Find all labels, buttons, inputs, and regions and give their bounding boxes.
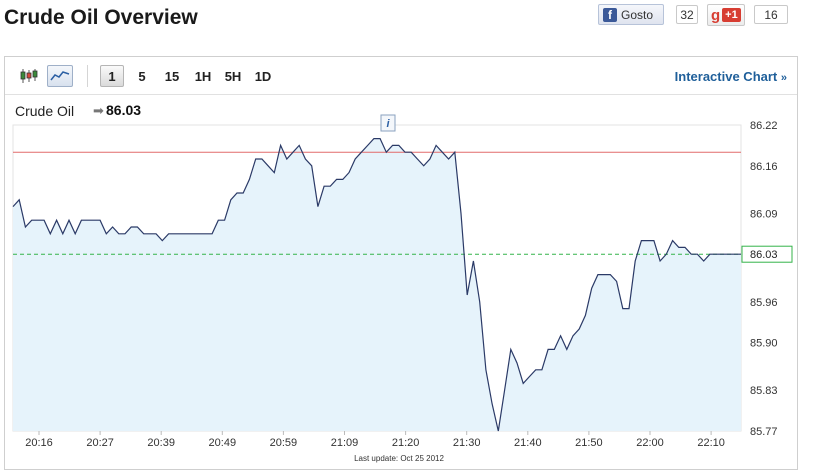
google-plus-label: +1 [722, 8, 741, 22]
price-line [12, 137, 741, 432]
last-price-box [741, 245, 793, 263]
facebook-like-button[interactable]: f Gosto [598, 4, 664, 25]
x-tick-label: 20:27 [86, 437, 114, 449]
period-1h-button[interactable]: 1H [194, 68, 212, 84]
toolbar-divider [87, 65, 88, 87]
google-plus-button[interactable]: g +1 [707, 4, 745, 26]
period-15-button[interactable]: 15 [164, 68, 180, 84]
facebook-icon: f [603, 7, 617, 22]
chart-toolbar: 1 5 15 1H 5H 1D Interactive Chart » [5, 57, 797, 95]
x-tick-label: 21:40 [514, 437, 542, 449]
x-tick-label: 20:39 [147, 437, 175, 449]
y-tick-label: 86.09 [750, 208, 778, 220]
y-tick-label: 85.90 [750, 338, 778, 350]
line-chart-icon[interactable] [47, 65, 73, 87]
facebook-like-label: Gosto [621, 7, 654, 22]
y-tick-label: 86.22 [750, 120, 778, 132]
instrument-name: Crude Oil [15, 103, 75, 119]
y-tick-label: 85.96 [750, 297, 778, 309]
x-tick-label: 22:10 [697, 437, 725, 449]
facebook-like-count: 32 [676, 5, 698, 24]
info-marker-icon[interactable]: i [380, 114, 396, 132]
last-price-label: 86.03 [750, 249, 778, 261]
y-tick-label: 86.16 [750, 161, 778, 173]
period-5h-button[interactable]: 5H [224, 68, 242, 84]
chart-panel: 1 5 15 1H 5H 1D Interactive Chart » Crud… [4, 56, 798, 470]
info-marker-label: i [386, 118, 390, 130]
x-tick-label: 22:00 [636, 437, 664, 449]
x-tick-label: 20:49 [209, 437, 237, 449]
instrument-price: 86.03 [106, 102, 142, 118]
last-update-label: Last update: Oct 25 2012 [354, 454, 444, 463]
double-chevron-right-icon: » [780, 72, 787, 84]
x-tick-label: 20:16 [25, 437, 53, 449]
x-tick-label: 21:30 [453, 437, 481, 449]
interactive-chart-label: Interactive Chart [674, 69, 778, 84]
x-tick-label: 21:50 [575, 437, 603, 449]
price-area [13, 138, 741, 431]
page-title: Crude Oil Overview [4, 6, 198, 29]
period-1-button[interactable]: 1 [100, 65, 124, 87]
y-tick-label: 85.83 [750, 385, 778, 397]
x-tick-label: 21:09 [331, 437, 359, 449]
period-1d-button[interactable]: 1D [254, 68, 272, 84]
candlestick-chart-icon[interactable] [17, 65, 41, 87]
info-marker-box [380, 114, 396, 132]
x-tick-label: 20:59 [270, 437, 298, 449]
y-tick-label: 85.77 [750, 426, 778, 438]
x-tick-label: 21:20 [392, 437, 420, 449]
arrow-right-icon: ➡ [93, 103, 104, 118]
google-plus-count: 16 [754, 5, 788, 24]
interactive-chart-link[interactable]: Interactive Chart » [675, 69, 787, 84]
price-chart: 86.22 86.16 86.09 85.96 85.90 85.83 85.77 86.03… [12, 114, 793, 463]
google-plus-icon: g [711, 6, 721, 24]
period-5-button[interactable]: 5 [138, 68, 146, 84]
